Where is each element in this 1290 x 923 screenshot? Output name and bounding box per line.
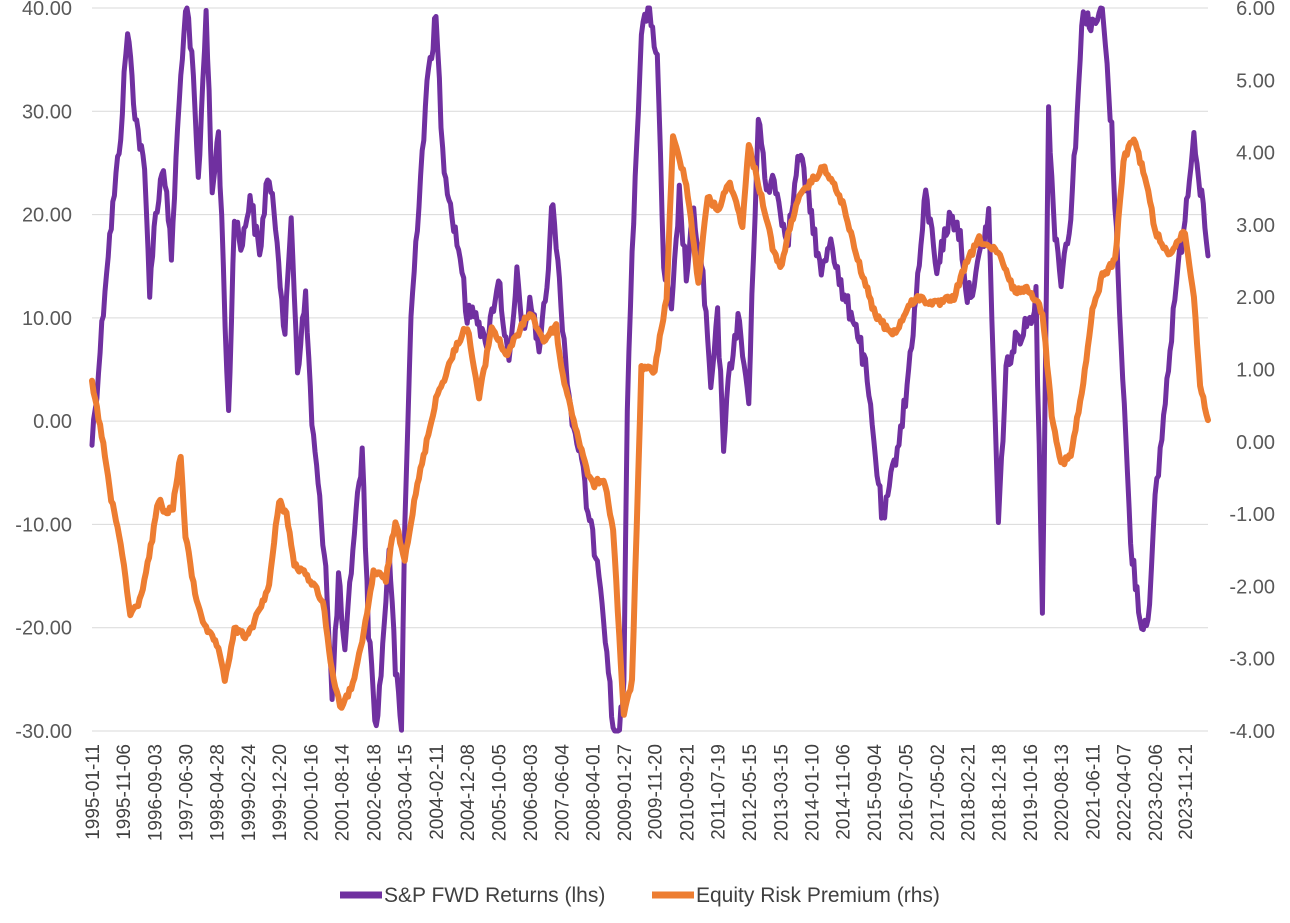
y-left-tick-label: 10.00 <box>22 308 72 330</box>
x-tick-label: 2014-11-06 <box>834 744 855 840</box>
y-right-tick-label: -2.00 <box>1229 576 1275 598</box>
x-tick-label: 2011-07-19 <box>709 744 730 840</box>
x-tick-label: 2004-12-08 <box>458 744 479 841</box>
y-left-tick-label: 0.00 <box>33 411 72 433</box>
x-tick-label: 2006-08-03 <box>521 744 542 841</box>
y-right-tick-label: 6.00 <box>1236 0 1275 20</box>
gridlines <box>92 7 1208 732</box>
x-tick-label: 2003-04-15 <box>396 744 417 841</box>
y-left-tick-label: 30.00 <box>22 101 72 123</box>
y-left-tick-label: -30.00 <box>15 721 72 743</box>
x-tick-label: 2004-02-11 <box>427 744 448 840</box>
y-left-tick-label: -20.00 <box>15 618 72 640</box>
y-right-tick-label: -1.00 <box>1229 504 1275 526</box>
y-right-tick-label: 2.00 <box>1236 287 1275 309</box>
y-right-tick-label: 5.00 <box>1236 70 1275 92</box>
series-lines <box>89 5 1211 734</box>
y-left-tick-label: 40.00 <box>22 0 72 20</box>
legend-label-equity-risk-premium: Equity Risk Premium (rhs) <box>696 884 940 907</box>
left-axis-tick-labels: 40.00 30.00 20.00 10.00 0.00 -10.00 -20.00 -30.… <box>15 0 72 743</box>
x-tick-label: 1999-02-24 <box>239 744 260 842</box>
x-tick-label: 2019-10-16 <box>1021 744 1042 841</box>
x-tick-label: 2013-03-15 <box>771 744 792 841</box>
y-right-tick-label: -3.00 <box>1229 649 1275 671</box>
x-tick-label: 2018-02-21 <box>958 744 979 841</box>
right-axis-tick-labels: 6.00 5.00 4.00 3.00 2.00 1.00 0.00 -1.00 -2.00 -3… <box>1229 0 1275 743</box>
x-tick-label: 2023-11-21 <box>1176 744 1197 840</box>
series-line-sp-fwd-returns <box>89 5 1211 734</box>
x-tick-label: 2021-06-11 <box>1083 744 1104 840</box>
x-axis-tick-labels: 1995-01-11 1995-11-06 1996-09-03 1997-06-30… <box>83 744 1197 842</box>
x-tick-label: 2023-02-06 <box>1146 744 1167 841</box>
x-tick-label: 1995-11-06 <box>114 744 135 840</box>
x-tick-label: 1996-09-03 <box>145 744 166 841</box>
x-tick-label: 2016-07-05 <box>897 744 918 841</box>
x-tick-label: 1997-06-30 <box>176 744 197 841</box>
x-tick-label: 2018-12-18 <box>989 744 1010 841</box>
legend-label-sp-fwd-returns: S&P FWD Returns (lhs) <box>384 884 605 907</box>
x-tick-label: 2012-05-15 <box>740 744 761 841</box>
y-right-tick-label: 1.00 <box>1236 360 1275 382</box>
y-left-tick-label: -10.00 <box>15 514 72 536</box>
x-tick-label: 2022-04-07 <box>1114 744 1135 841</box>
x-tick-label: 2020-08-13 <box>1052 744 1073 841</box>
series-line-equity-risk-premium <box>89 133 1211 718</box>
x-tick-label: 2017-05-02 <box>928 744 949 841</box>
x-tick-label: 1998-04-28 <box>208 744 229 841</box>
x-tick-label: 2009-01-27 <box>615 744 636 841</box>
x-tick-label: 2001-08-14 <box>333 744 354 842</box>
y-right-tick-label: 3.00 <box>1236 215 1275 237</box>
x-tick-label: 2005-10-05 <box>489 744 510 841</box>
x-tick-label: 2000-10-16 <box>301 744 322 841</box>
y-right-tick-label: -4.00 <box>1229 721 1275 743</box>
x-tick-label: 1995-01-11 <box>83 744 104 840</box>
x-tick-label: 2007-06-04 <box>552 744 573 842</box>
x-tick-label: 2014-01-10 <box>802 744 823 841</box>
y-right-tick-label: 4.00 <box>1236 143 1275 165</box>
x-tick-label: 2010-09-21 <box>677 744 698 841</box>
x-tick-label: 2002-06-18 <box>365 744 386 841</box>
x-tick-label: 2015-09-04 <box>865 744 886 842</box>
x-tick-label: 1999-12-20 <box>270 744 291 841</box>
y-left-tick-label: 20.00 <box>22 205 72 227</box>
legend: S&P FWD Returns (lhs) Equity Risk Premiu… <box>340 884 940 907</box>
x-tick-label: 2009-11-20 <box>646 744 667 840</box>
y-right-tick-label: 0.00 <box>1236 432 1275 454</box>
x-tick-label: 2008-04-01 <box>584 744 605 841</box>
